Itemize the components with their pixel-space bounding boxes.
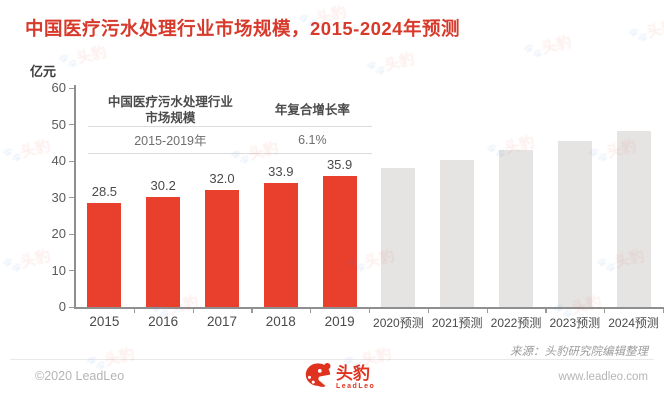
x-tick-mark bbox=[133, 308, 135, 313]
y-tick-mark bbox=[69, 197, 74, 199]
leadleo-logo: 头豹 LeadLeo bbox=[302, 362, 375, 394]
y-tick-label: 10 bbox=[51, 262, 66, 278]
bar-2020预测 bbox=[381, 167, 416, 307]
annotation-table: 中国医疗污水处理行业 市场规模 年复合增长率 2015-2019年 6.1% bbox=[88, 93, 372, 154]
y-tick-label: 50 bbox=[51, 116, 66, 132]
x-tick-mark bbox=[604, 308, 606, 313]
annotation-divider-top bbox=[88, 126, 372, 127]
bar-value-label: 35.9 bbox=[326, 157, 353, 172]
copyright-text: ©2020 LeadLeo bbox=[35, 369, 125, 383]
bar-2021预测 bbox=[440, 159, 475, 307]
y-tick-label: 60 bbox=[51, 80, 66, 95]
bar-2023预测 bbox=[557, 140, 592, 307]
bar-2016 bbox=[146, 196, 181, 307]
y-tick-label: 0 bbox=[58, 299, 66, 314]
x-tick-mark bbox=[427, 308, 429, 313]
cagr-value: 6.1% bbox=[298, 132, 327, 147]
bar-2022预测 bbox=[499, 150, 533, 307]
leopard-icon bbox=[302, 362, 332, 394]
cagr-header: 年复合增长率 bbox=[274, 102, 350, 117]
y-tick-mark bbox=[69, 160, 74, 162]
y-tick-mark bbox=[69, 87, 74, 89]
bar-2019 bbox=[322, 176, 357, 307]
x-tick-label: 2020预测 bbox=[373, 316, 424, 330]
x-tick-label: 2015 bbox=[89, 314, 120, 329]
brand-watermark: 🐾头豹 bbox=[364, 50, 417, 79]
logo-text: 头豹 bbox=[336, 364, 370, 383]
logo-subtext: LeadLeo bbox=[336, 383, 376, 390]
y-tick-mark bbox=[69, 233, 74, 235]
bar-value-label: 30.2 bbox=[150, 177, 176, 193]
x-tick-label: 2024预测 bbox=[608, 316, 659, 330]
bar-2024预测 bbox=[616, 130, 651, 307]
period-value: 2015-2019年 bbox=[134, 134, 207, 148]
x-tick-mark bbox=[251, 308, 253, 313]
website-url: www.leadleo.com bbox=[558, 371, 648, 383]
y-tick-label: 30 bbox=[51, 189, 66, 205]
x-tick-label: 2023预测 bbox=[549, 316, 601, 330]
source-note: 来源：头豹研究院编辑整理 bbox=[510, 346, 648, 358]
x-tick-label: 2017 bbox=[206, 314, 238, 329]
bar-2018 bbox=[263, 183, 298, 307]
x-tick-mark bbox=[486, 308, 488, 313]
x-tick-mark bbox=[192, 308, 194, 313]
x-tick-label: 2021预测 bbox=[431, 316, 483, 330]
x-tick-mark bbox=[545, 308, 547, 313]
y-tick-label: 20 bbox=[51, 226, 66, 241]
bar-2017 bbox=[205, 190, 239, 307]
x-tick-label: 2019 bbox=[324, 314, 355, 329]
bar-value-label: 33.9 bbox=[268, 164, 294, 180]
series-name-header: 中国医疗污水处理行业 市场规模 bbox=[107, 94, 233, 125]
bar-value-label: 32.0 bbox=[209, 171, 235, 187]
y-axis-line bbox=[74, 85, 76, 308]
y-tick-mark bbox=[69, 124, 74, 126]
page-title: 中国医疗污水处理行业市场规模，2015-2024年预测 bbox=[25, 18, 460, 39]
brand-watermark: 🐾头豹 bbox=[626, 17, 664, 46]
x-axis-line bbox=[74, 307, 664, 309]
brand-watermark: 🐾头豹 bbox=[56, 43, 109, 72]
x-tick-label: 2016 bbox=[148, 314, 179, 329]
x-tick-mark bbox=[310, 308, 312, 313]
bar-value-label: 28.5 bbox=[91, 184, 118, 199]
y-tick-mark bbox=[69, 270, 74, 272]
y-axis-unit-label: 亿元 bbox=[30, 64, 57, 79]
x-tick-mark bbox=[369, 308, 371, 313]
y-tick-mark bbox=[69, 306, 74, 308]
footer-divider bbox=[10, 359, 654, 360]
annotation-divider-bottom bbox=[88, 153, 372, 154]
bar-2015 bbox=[87, 203, 122, 307]
x-tick-label: 2018 bbox=[265, 314, 296, 329]
y-tick-label: 40 bbox=[51, 153, 66, 168]
x-tick-label: 2022预测 bbox=[490, 316, 542, 330]
brand-watermark: 🐾头豹 bbox=[521, 33, 574, 62]
